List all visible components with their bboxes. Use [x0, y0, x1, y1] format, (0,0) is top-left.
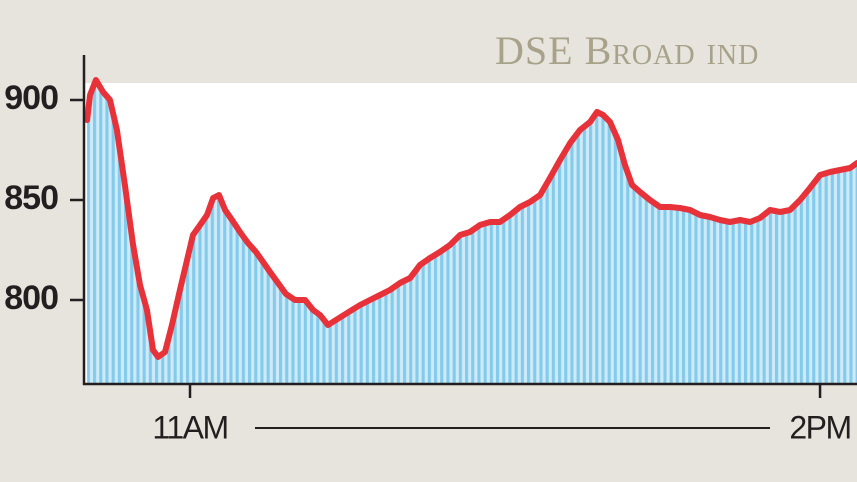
y-tick-label: 900 [4, 79, 58, 117]
x-tick-label: 11AM [152, 409, 227, 445]
line [84, 77, 857, 360]
chart-title: DSE Broad ind [495, 28, 759, 73]
y-tick-label: 850 [4, 179, 58, 217]
x-tick-label: 2PM [789, 409, 850, 445]
y-tick-label: 800 [4, 279, 58, 317]
